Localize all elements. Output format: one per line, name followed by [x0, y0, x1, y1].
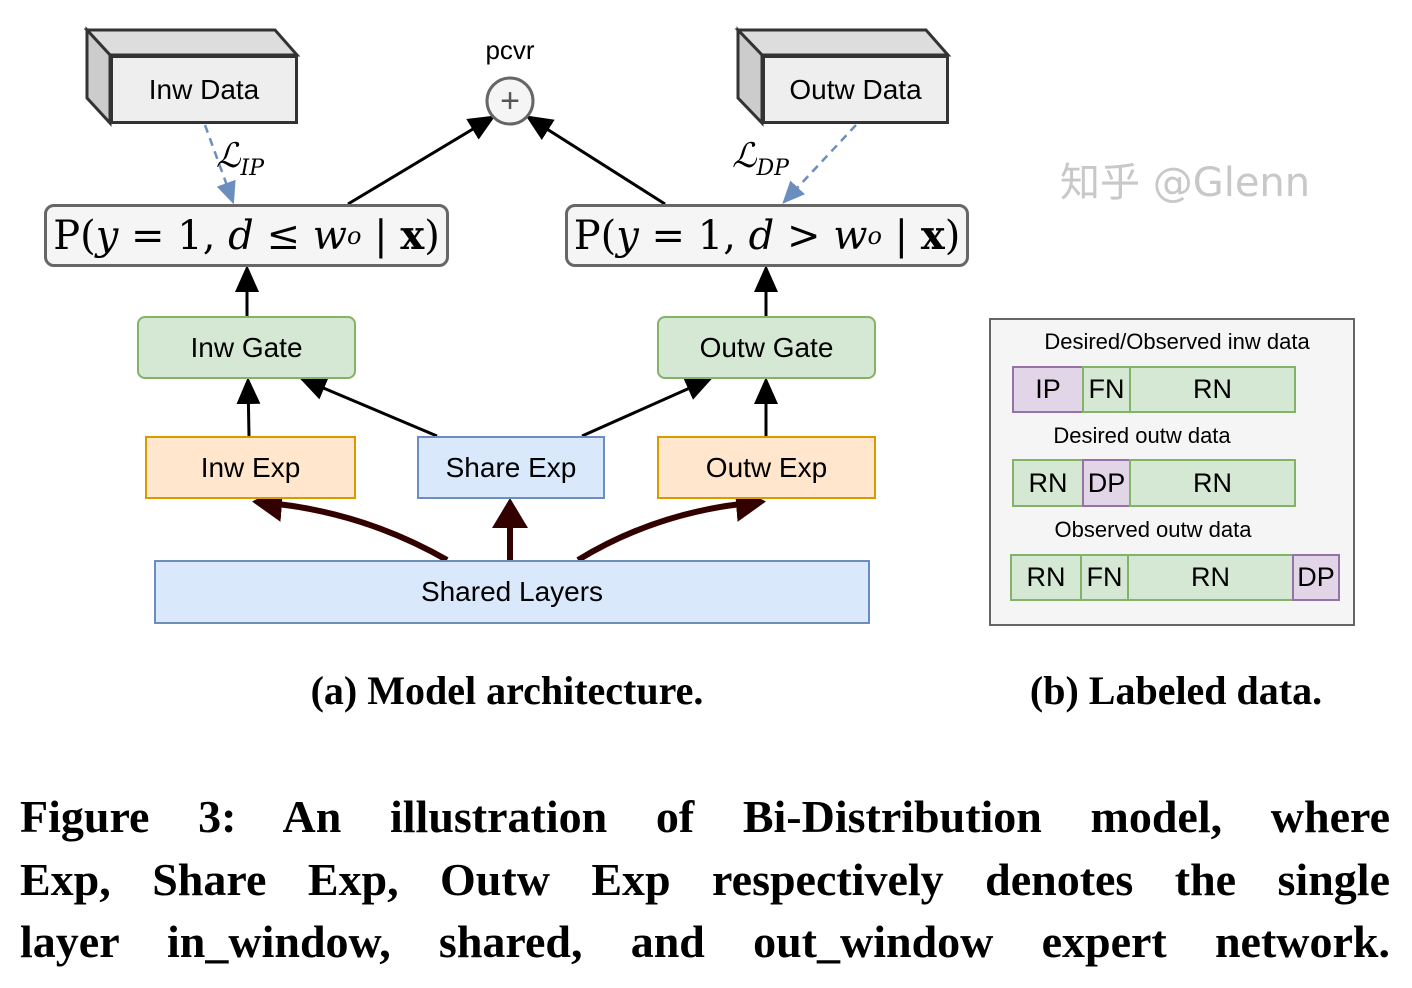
- formula-part: P(: [573, 212, 617, 259]
- arrow-share-to-outw-gate: [581, 377, 713, 438]
- segment-ip: IP: [1012, 366, 1084, 413]
- inw-data-box: Inw Data: [110, 55, 298, 124]
- outw-data-box: Outw Data: [762, 55, 949, 124]
- outw-gate-box: Outw Gate: [657, 316, 876, 379]
- plus-icon: +: [500, 81, 520, 120]
- figure-caption-line: Figure 3: An illustration of Bi-Distribu…: [20, 791, 1390, 842]
- segment-rn: RN: [1129, 459, 1296, 507]
- arrow-shared-to-inw-exp: [252, 485, 449, 563]
- arrow-share-to-inw-gate: [299, 377, 438, 438]
- row-title-inw: Desired/Observed inw data: [1044, 329, 1310, 354]
- loss-subscript: DP: [756, 155, 789, 181]
- arrow-prob-out-to-pcvr: [525, 115, 666, 206]
- inw-gate-box: Inw Gate: [137, 316, 356, 379]
- loss-dp-label: ℒDP: [732, 136, 789, 181]
- segment-rn: RN: [1127, 554, 1294, 601]
- segment-fn: FN: [1082, 366, 1131, 413]
- loss-ip-label: ℒIP: [216, 136, 264, 181]
- segment-dp: DP: [1082, 459, 1131, 507]
- loss-symbol: ℒ: [732, 136, 757, 176]
- formula-part: y: [616, 212, 639, 259]
- caption-b: (b) Labeled data.: [1029, 667, 1323, 713]
- inw-exp-box: Inw Exp: [145, 436, 356, 499]
- loss-dp-arrow: [782, 124, 857, 204]
- arrow-inw-exp-to-gate: [236, 377, 261, 437]
- segment-fn: FN: [1080, 554, 1129, 601]
- outw-exp-box: Outw Exp: [657, 436, 876, 499]
- formula-part: P(: [53, 212, 96, 259]
- formula-part: o: [867, 221, 882, 250]
- formula-part: |: [361, 212, 401, 259]
- pcvr-label: pcvr: [485, 34, 535, 65]
- formula-part: >: [774, 212, 834, 259]
- figure-caption-line: layer in_window, shared, and out_window …: [20, 916, 1390, 967]
- formula-part: = 1,: [118, 212, 229, 259]
- formula-part: x: [400, 212, 425, 259]
- formula-part: o: [346, 221, 362, 250]
- formula-part: = 1,: [638, 212, 749, 259]
- figure-caption-line: Exp, Share Exp, Outw Exp respectively de…: [20, 854, 1390, 905]
- caption-a: (a) Model architecture.: [310, 667, 704, 713]
- sum-node: [485, 76, 535, 126]
- formula-part: ): [424, 212, 440, 259]
- formula-part: x: [920, 212, 945, 259]
- loss-symbol: ℒ: [216, 136, 241, 176]
- loss-subscript: IP: [240, 155, 265, 181]
- arrow-shared-to-outw-exp: [576, 485, 766, 563]
- formula-part: d: [748, 212, 775, 259]
- arrow-prob-in-to-pcvr: [347, 115, 496, 206]
- formula-part: |: [881, 212, 921, 259]
- formula-part: y: [95, 212, 119, 259]
- formula-part: w: [833, 212, 868, 259]
- watermark: 知乎 @Glenn: [1060, 160, 1311, 206]
- formula-part: ): [944, 212, 961, 259]
- segment-dp: DP: [1292, 554, 1340, 601]
- segment-rn: RN: [1010, 554, 1082, 601]
- formula-part: w: [312, 212, 347, 259]
- formula-part: d: [228, 212, 254, 259]
- formula-part: ≤: [253, 212, 313, 259]
- row-title-desired-outw: Desired outw data: [1053, 423, 1231, 448]
- shared-layers-box: Shared Layers: [154, 560, 870, 624]
- segment-rn: RN: [1012, 459, 1084, 507]
- row-title-observed-outw: Observed outw data: [1054, 517, 1252, 542]
- segment-rn: RN: [1129, 366, 1296, 413]
- share-exp-box: Share Exp: [417, 436, 605, 499]
